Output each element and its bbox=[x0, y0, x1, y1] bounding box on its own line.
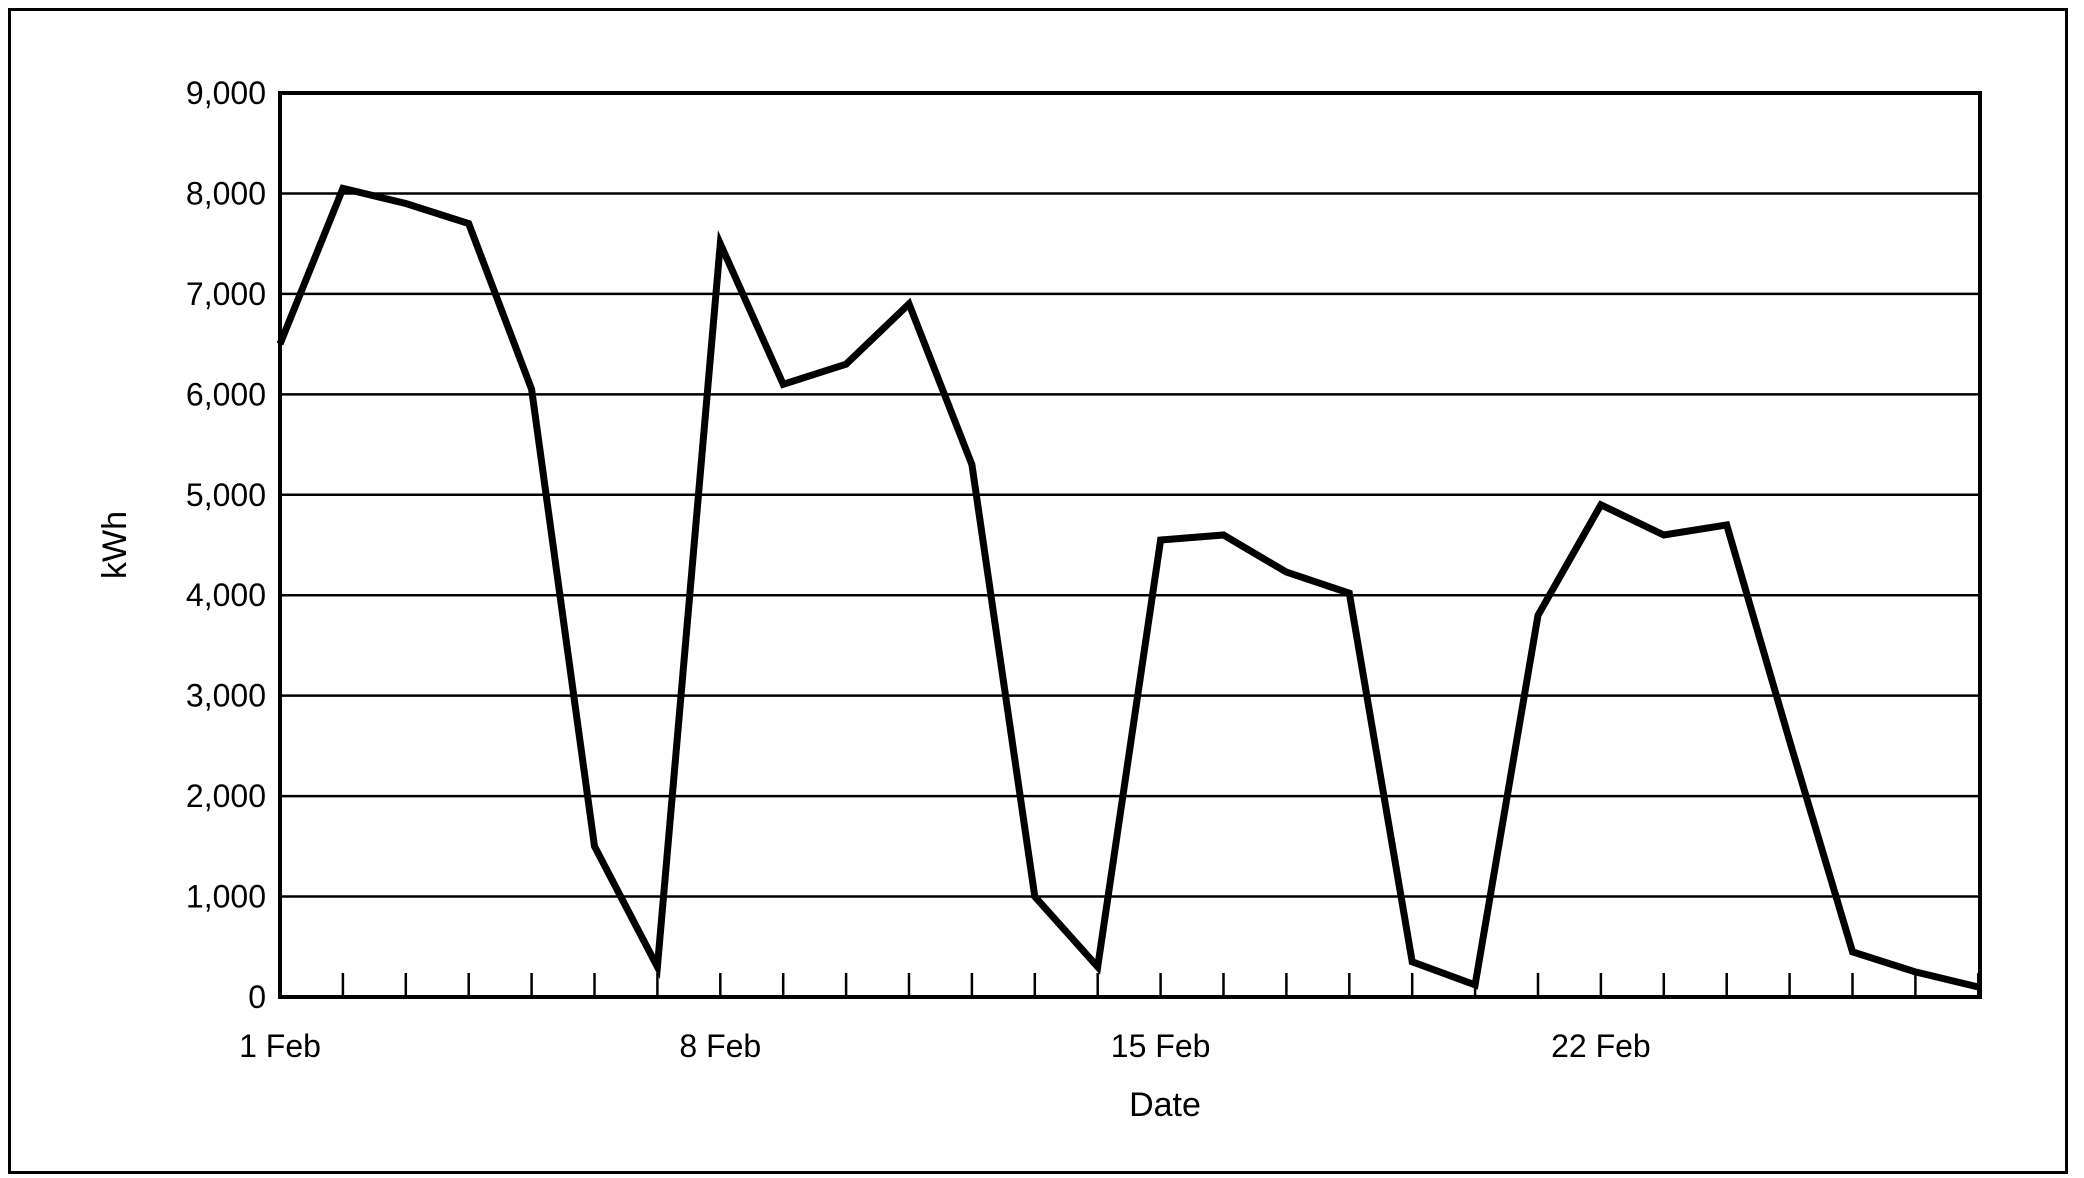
x-tick-label: 15 Feb bbox=[1111, 1028, 1211, 1064]
y-tick-label: 8,000 bbox=[186, 175, 266, 211]
x-tick-label: 1 Feb bbox=[239, 1028, 321, 1064]
chart-frame bbox=[8, 8, 2068, 1174]
y-tick-label: 6,000 bbox=[186, 376, 266, 412]
plot-area-border bbox=[278, 91, 1982, 999]
y-tick-label: 3,000 bbox=[186, 678, 266, 714]
y-tick-label: 4,000 bbox=[186, 577, 266, 613]
y-tick-label: 7,000 bbox=[186, 276, 266, 312]
y-axis-title: kWh bbox=[96, 511, 134, 579]
y-tick-label: 1,000 bbox=[186, 879, 266, 915]
y-axis-tick-labels: 0 1,000 2,000 3,000 4,000 5,000 6,000 7,000 8,00… bbox=[186, 75, 266, 1015]
y-tick-label: 9,000 bbox=[186, 75, 266, 111]
x-tick-label: 22 Feb bbox=[1551, 1028, 1651, 1064]
y-tick-label: 0 bbox=[248, 979, 266, 1015]
y-tick-label: 5,000 bbox=[186, 477, 266, 513]
series-line bbox=[276, 184, 1980, 991]
y-tick-label: 2,000 bbox=[186, 778, 266, 814]
x-axis-tick-labels: 1 Feb 8 Feb 15 Feb 22 Feb bbox=[239, 1028, 1651, 1064]
x-tick-label: 8 Feb bbox=[679, 1028, 761, 1064]
x-axis-ticks bbox=[278, 973, 1980, 997]
x-axis-title: Date bbox=[1129, 1086, 1201, 1124]
gridlines bbox=[280, 192, 1980, 898]
